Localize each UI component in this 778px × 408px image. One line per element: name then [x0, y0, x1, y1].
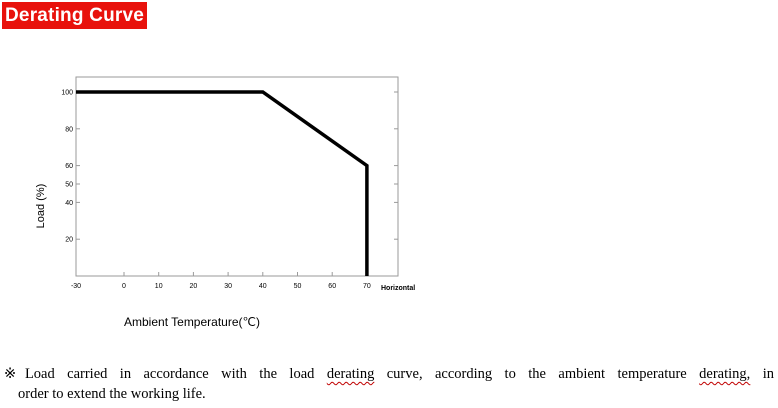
note-line-2: order to extend the working life.	[18, 386, 206, 402]
x-tick-label: 70	[363, 283, 371, 290]
note-word-derating-2: derating,	[699, 366, 751, 382]
x-axis-ticks: -30 0 10 20 30 40 50 60 70	[71, 272, 371, 290]
plot-frame	[75, 76, 399, 277]
x-tick-label: 30	[224, 283, 232, 290]
note-line-1-end: in	[750, 366, 774, 382]
derating-note: ※Load carried in accordance with the loa…	[4, 364, 774, 404]
note-line-1-middle: curve, according to the ambient temperat…	[374, 366, 700, 382]
y-tick-label: 20	[65, 237, 73, 244]
y-axis-label: Load (%)	[35, 184, 47, 229]
y-tick-label: 60	[65, 163, 73, 170]
y-tick-label: 50	[65, 182, 73, 189]
x-axis-label: Ambient Temperature(℃)	[124, 315, 260, 329]
y-tick-label: 80	[65, 126, 73, 133]
x-tick-label: -30	[71, 283, 81, 290]
derating-curve-line	[76, 90, 369, 276]
y-tick-label: 100	[61, 90, 73, 97]
x-tick-label: 10	[155, 283, 163, 290]
note-line-1-start: ※Load carried in accordance with the loa…	[4, 366, 327, 382]
x-tick-label: 0	[122, 283, 126, 290]
y-axis-ticks: 20 40 50 60 80 100	[61, 90, 398, 244]
y-tick-label: 40	[65, 200, 73, 207]
note-word-derating-1: derating	[326, 366, 375, 382]
x-tick-label: 40	[259, 283, 267, 290]
x-tick-label: 20	[190, 283, 198, 290]
page-title: Derating Curve	[2, 2, 148, 29]
note-line-1: ※Load carried in accordance with the loa…	[4, 364, 774, 384]
x-tick-label: 60	[328, 283, 336, 290]
derating-chart: 20 40 50 60 80 100 -30 0 10 20 30 40 50 60 70 Load (%…	[35, 76, 415, 329]
x-tick-label: 50	[294, 283, 302, 290]
x-axis-suffix: Horizontal	[381, 285, 415, 292]
